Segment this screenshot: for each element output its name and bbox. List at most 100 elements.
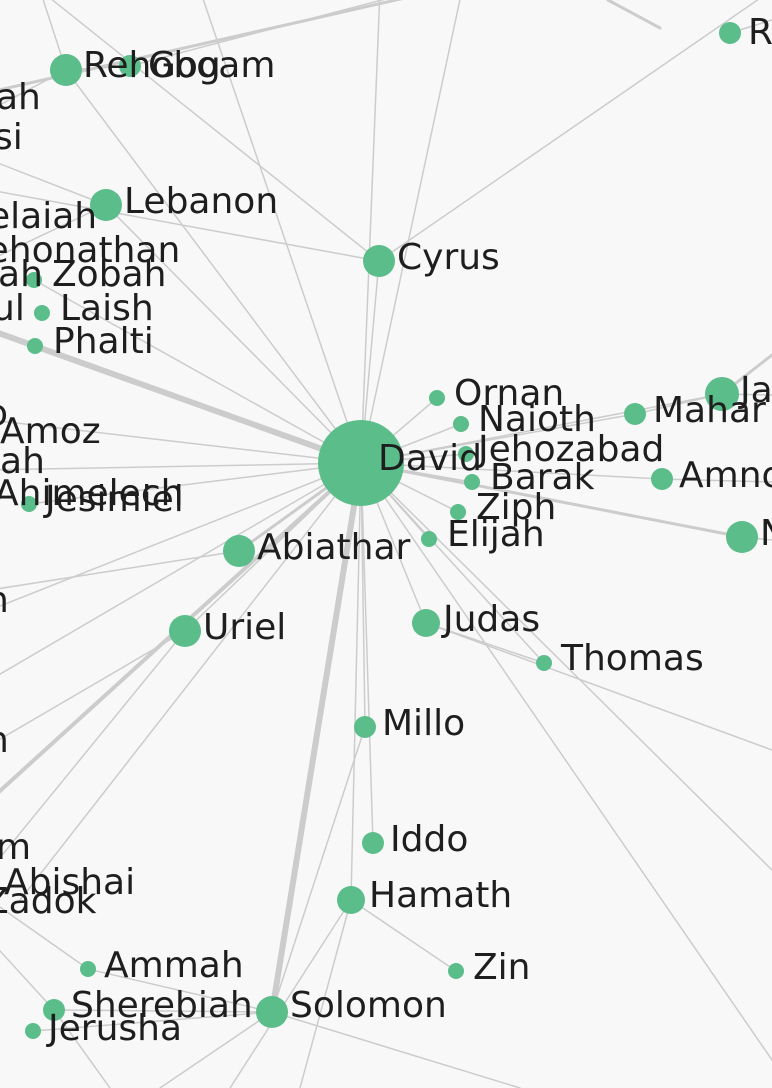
edge (360, 462, 772, 1061)
edge (32, 1011, 273, 1032)
edge (299, 899, 352, 1088)
label-jerusha: Jerusha (46, 1008, 182, 1049)
edge (105, 204, 362, 464)
node-thomas[interactable] (536, 655, 552, 671)
label-rehoboam: Rehoboam (83, 45, 275, 86)
edge (0, 191, 380, 262)
label-jehozabad: Jehozabad (476, 429, 664, 470)
node-mahar[interactable] (624, 403, 646, 425)
label-si: si (0, 117, 23, 158)
node-jesimiel[interactable] (21, 496, 37, 512)
edge (202, 0, 362, 464)
node-jehozabad[interactable] (458, 446, 474, 462)
edge (271, 726, 366, 1013)
label-thomas: Thomas (560, 638, 704, 679)
edge (53, 1009, 273, 1013)
edge (0, 550, 240, 590)
node-zobah[interactable] (26, 272, 42, 288)
edge (0, 330, 364, 466)
edge (0, 163, 107, 206)
node-abiathar[interactable] (223, 535, 255, 567)
node-phalti[interactable] (27, 338, 43, 354)
node-naioth[interactable] (453, 416, 469, 432)
node-ammah[interactable] (80, 961, 96, 977)
label-mahar: Mahar (653, 390, 766, 431)
label-phalti: Phalti (53, 321, 154, 362)
label-amoz: Amoz (0, 411, 101, 452)
node-solomon[interactable] (256, 996, 288, 1028)
node-n-right[interactable] (726, 521, 758, 553)
edge (28, 462, 362, 505)
edge (0, 462, 362, 676)
node-amno[interactable] (651, 468, 673, 490)
label-n-right: N (760, 513, 772, 554)
edge (0, 949, 55, 1011)
edge (360, 0, 461, 464)
edge (0, 630, 186, 859)
edge (159, 1011, 273, 1088)
node-cyrus[interactable] (363, 245, 395, 277)
label-ja: Ja (738, 370, 772, 411)
edge (360, 393, 723, 464)
node-elijah[interactable] (421, 531, 437, 547)
node-sherebiah[interactable] (43, 999, 65, 1021)
label-abishai: Abishai (4, 862, 135, 903)
node-barak[interactable] (464, 474, 480, 490)
edge (0, 462, 362, 471)
edge (360, 462, 663, 480)
node-ornan[interactable] (429, 390, 445, 406)
label-cyrus: Cyrus (397, 237, 500, 278)
label-uriel: Uriel (203, 607, 286, 648)
label-solomon: Solomon (290, 985, 447, 1026)
node-judas[interactable] (412, 609, 440, 637)
label-ah: ah (0, 77, 41, 118)
label-zin: Zin (473, 947, 530, 988)
label-o: o (0, 393, 8, 434)
edge (0, 630, 186, 741)
edge (360, 462, 545, 664)
label-jehonathan: Jehonathan (0, 230, 180, 271)
label-ornan: Ornan (454, 373, 564, 414)
label-gog: Gog (148, 45, 221, 86)
edge (0, 462, 362, 607)
label-iah: iah (0, 254, 43, 295)
node-laish[interactable] (34, 305, 50, 321)
edge (0, 906, 89, 970)
node-millo[interactable] (354, 716, 376, 738)
edge (606, 0, 662, 30)
node-ziph[interactable] (450, 504, 466, 520)
label-n-left1: n (0, 580, 9, 621)
node-rehoboam[interactable] (50, 54, 82, 86)
label-ul: ul (0, 288, 25, 329)
edge (129, 0, 385, 67)
node-lebanon[interactable] (90, 189, 122, 221)
label-barak: Barak (490, 457, 595, 498)
node-gog[interactable] (119, 55, 141, 77)
node-hamath[interactable] (337, 886, 365, 914)
node-r[interactable] (719, 22, 741, 44)
node-ja[interactable] (705, 377, 739, 411)
edge (33, 279, 362, 464)
label-elijah: Elijah (447, 514, 545, 555)
label-iah-left: iah (0, 441, 45, 482)
edge (65, 69, 362, 464)
edge (661, 478, 772, 483)
label-hamath: Hamath (369, 875, 512, 916)
label-m: m (0, 827, 31, 868)
node-uriel[interactable] (169, 615, 201, 647)
edge (19, 462, 362, 901)
edge (360, 462, 772, 871)
node-zin[interactable] (448, 963, 464, 979)
edge (0, 420, 362, 464)
label-zadok: Zadok (0, 881, 97, 922)
label-naioth: Naioth (478, 399, 596, 440)
node-david[interactable] (318, 420, 404, 506)
edge (229, 899, 352, 1088)
node-jerusha[interactable] (25, 1023, 41, 1039)
label-lebanon: Lebanon (124, 181, 278, 222)
node-iddo[interactable] (362, 832, 384, 854)
edge (350, 462, 362, 901)
label-sherebiah: Sherebiah (71, 985, 253, 1026)
label-ziph: Ziph (476, 487, 556, 528)
